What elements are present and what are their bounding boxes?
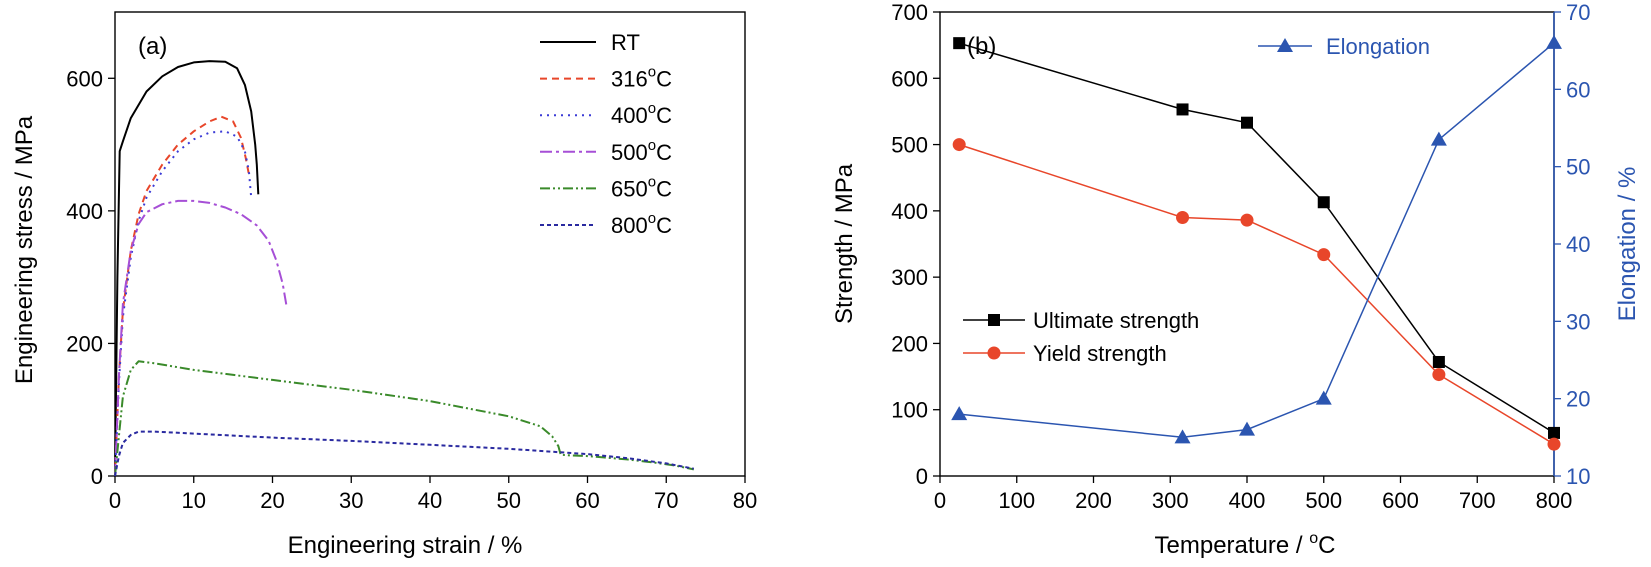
circle-marker [952,138,966,152]
x-tick-label-a: 30 [339,488,363,513]
legend-a: RT 316oC 400oC 500oC 650oC 800oC [540,30,672,238]
y2-tick-label-b: 10 [1566,464,1590,489]
line-triangle [959,42,1555,439]
curve-316 [114,115,250,477]
curve-650 [114,360,694,477]
circle-marker [1240,213,1254,227]
axis-ticks-a: 0 10 20 30 40 50 60 70 80 0 200 400 600 [66,66,757,513]
y2-tick-label-b: 20 [1566,387,1590,412]
panel-label-b: (b) [967,33,996,60]
curve-500 [114,199,288,477]
legend-label-500: 500oC [611,137,672,165]
line-circle [958,143,1555,445]
square-marker [1432,355,1445,368]
y-tick-label-b: 200 [891,331,928,356]
triangle-marker [1239,421,1255,436]
legend-marker-elongation [1277,38,1293,52]
legend-marker-circle [987,346,1001,360]
series-b [951,34,1562,451]
y-tick-label-b: 300 [891,265,928,290]
square-marker [1548,426,1560,439]
y-tick-label-a: 600 [66,66,103,91]
legend-label-400: 400oC [611,100,672,128]
y-tick-label-a: 200 [66,331,103,356]
square-marker [1176,103,1189,116]
x-tick-label-a: 20 [260,488,284,513]
legend-marker-square [988,314,1000,326]
y2-tick-label-b: 40 [1566,232,1590,257]
x-axis-label-a: Engineering strain / % [288,532,523,559]
square-marker [1241,116,1253,129]
y-axis-label-a: Engineering stress / MPa [11,115,38,384]
plot-frame-b [939,11,1555,477]
legend-label-650: 650oC [611,173,672,201]
circle-marker [1432,368,1446,382]
stress-strain-panel: 0 10 20 30 40 50 60 70 80 0 200 400 600 RT 316oC 400oC… [11,11,757,559]
y-tick-label-b: 0 [916,464,928,489]
x-tick-label-a: 10 [182,488,206,513]
x-tick-label-a: 40 [418,488,442,513]
legend-label-square: Ultimate strength [1033,308,1199,333]
y-tick-label-a: 0 [91,464,103,489]
legend-label-316: 316oC [611,64,672,92]
curve-800 [114,430,694,477]
y2-tick-label-b: 70 [1566,0,1590,25]
y-tick-label-b: 400 [891,199,928,224]
x-tick-label-b: 600 [1382,488,1419,513]
x-tick-label-b: 100 [998,488,1035,513]
panel-label-a: (a) [138,33,167,60]
plot-frame-a [114,11,746,477]
legend-label-elongation: Elongation [1326,34,1430,59]
x-axis-label-b: Temperature / oC [1155,530,1336,559]
x-tick-label-b: 0 [934,488,946,513]
x-tick-label-a: 80 [733,488,757,513]
y-tick-label-b: 600 [891,66,928,91]
square-marker [1317,196,1330,209]
y-tick-label-a: 400 [66,199,103,224]
x-tick-label-b: 700 [1459,488,1496,513]
legend-b: Elongation Ultimate strength Yield strengt… [963,34,1430,366]
legend-label-circle: Yield strength [1033,341,1167,366]
y2-tick-label-b: 60 [1566,77,1590,102]
x-tick-label-a: 0 [109,488,121,513]
y2-tick-label-b: 50 [1566,155,1590,180]
x-tick-label-b: 200 [1075,488,1112,513]
triangle-marker [1315,390,1332,405]
x-tick-label-a: 70 [654,488,678,513]
y-tick-label-b: 100 [891,398,928,423]
curve-RT [114,60,260,477]
axis-ticks-b: 0 100 200 300 400 500 600 700 800 0 100 200 300 400 50… [891,0,1590,513]
legend-label-800: 800oC [611,210,672,238]
x-tick-label-b: 800 [1536,488,1573,513]
curve-400 [114,130,253,477]
x-tick-label-b: 500 [1305,488,1342,513]
line-square [958,42,1555,434]
circle-marker [1176,210,1190,224]
y-tick-label-b: 500 [891,133,928,158]
legend-label-RT: RT [611,30,640,55]
square-marker [953,37,966,50]
strength-temperature-panel: 0 100 200 300 400 500 600 700 800 0 100 200 300 400 50… [831,0,1641,559]
x-tick-label-b: 300 [1152,488,1189,513]
x-tick-label-a: 50 [497,488,521,513]
y2-axis-label-b: Elongation / % [1614,167,1641,322]
circle-marker [1317,248,1331,262]
circle-marker [1547,437,1561,451]
triangle-marker [1430,131,1447,146]
triangle-marker [1174,429,1191,444]
y-axis-label-b: Strength / MPa [831,163,858,324]
triangle-marker [951,406,968,421]
y2-tick-label-b: 30 [1566,309,1590,334]
curves-a [114,60,694,477]
y-tick-label-b: 700 [891,0,928,25]
x-tick-label-b: 400 [1229,488,1266,513]
triangle-marker [1546,34,1562,49]
x-tick-label-a: 60 [575,488,599,513]
